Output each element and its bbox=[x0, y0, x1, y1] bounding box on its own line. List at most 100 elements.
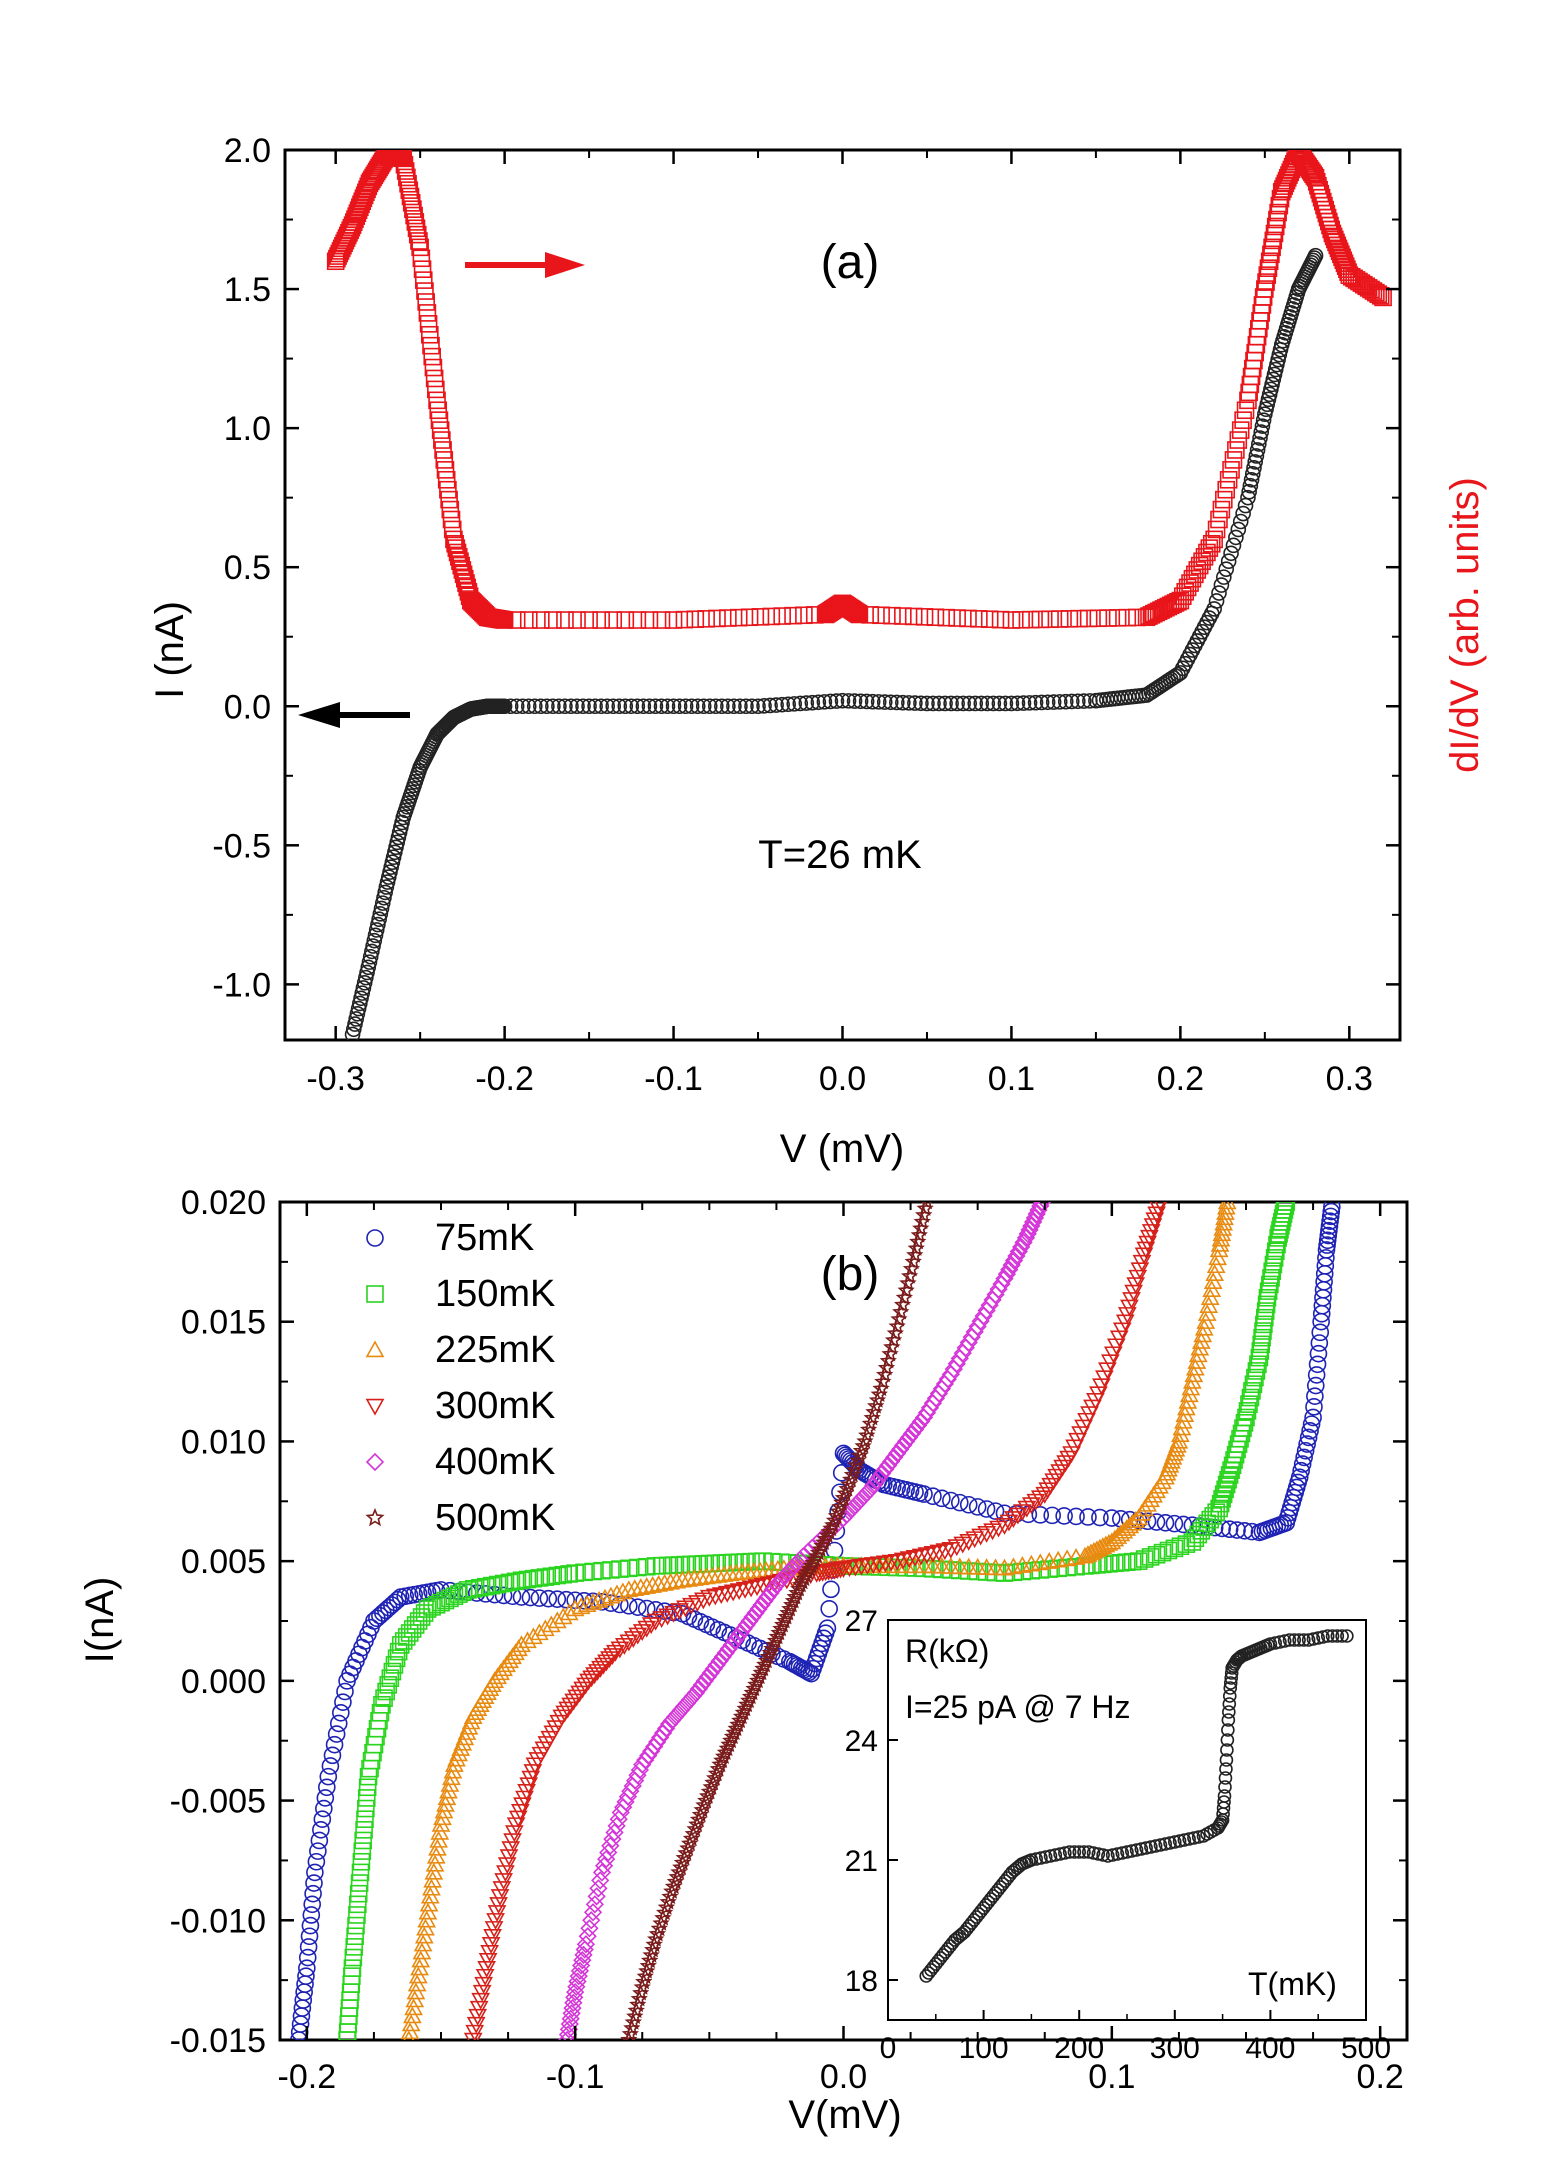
series-point-75mK bbox=[1290, 1468, 1309, 1487]
series-point-75mK bbox=[1320, 1221, 1338, 1240]
series-point-150mK bbox=[1219, 1470, 1237, 1489]
series-point-400mK bbox=[725, 1631, 744, 1651]
didv-point bbox=[417, 293, 435, 311]
series-point-150mK bbox=[1249, 1355, 1267, 1374]
current-point bbox=[991, 695, 1008, 712]
current-point bbox=[1307, 247, 1324, 264]
series-point-150mK bbox=[436, 1591, 455, 1610]
didv-point bbox=[429, 401, 448, 420]
series-point-150mK bbox=[432, 1593, 450, 1612]
series-point-300mK bbox=[610, 1641, 630, 1659]
series-point-150mK bbox=[950, 1561, 969, 1580]
series-point-150mK bbox=[1106, 1554, 1124, 1573]
inset-point bbox=[1072, 1845, 1086, 1859]
current-point bbox=[383, 859, 399, 875]
series-point-75mK bbox=[318, 1778, 336, 1797]
didv-point bbox=[795, 606, 813, 625]
current-point bbox=[557, 698, 573, 715]
series-point-75mK bbox=[933, 1489, 951, 1508]
series-point-225mK bbox=[637, 1577, 657, 1594]
panel-b-label: (b) bbox=[821, 1248, 880, 1301]
didv-point bbox=[616, 611, 635, 629]
series-point-150mK bbox=[658, 1556, 677, 1575]
didv-point bbox=[352, 195, 370, 214]
series-point-150mK bbox=[524, 1569, 543, 1588]
current-point bbox=[1246, 460, 1262, 476]
current-point bbox=[1264, 376, 1280, 393]
y-tick-label: 0.015 bbox=[181, 1304, 266, 1342]
series-point-75mK bbox=[336, 1682, 354, 1701]
current-point bbox=[599, 698, 615, 715]
series-point-150mK bbox=[1217, 1475, 1236, 1494]
inset-point bbox=[1214, 1815, 1229, 1829]
current-point bbox=[671, 698, 688, 715]
y-tick-label: 0.010 bbox=[181, 1423, 266, 1461]
series-point-225mK bbox=[583, 1592, 603, 1610]
series-point-150mK bbox=[343, 1959, 362, 1977]
y-tick-label: 0.000 bbox=[181, 1663, 266, 1701]
legend-marker-75mK bbox=[366, 1229, 384, 1247]
series-point-75mK bbox=[316, 1789, 335, 1807]
series-point-75mK bbox=[557, 1590, 576, 1609]
series-point-75mK bbox=[575, 1591, 593, 1610]
series-point-400mK bbox=[719, 1639, 738, 1659]
series-point-400mK bbox=[740, 1611, 759, 1631]
y-tick-label: 0.005 bbox=[181, 1543, 266, 1581]
series-point-400mK bbox=[876, 1460, 895, 1479]
legend-marker-300mK bbox=[365, 1398, 385, 1416]
current-point bbox=[1003, 695, 1020, 712]
inset-point bbox=[1316, 1630, 1330, 1644]
current-point bbox=[629, 698, 646, 715]
inset-point bbox=[1096, 1848, 1110, 1862]
series-point-75mK bbox=[1302, 1415, 1321, 1433]
didv-point bbox=[412, 249, 431, 268]
current-point bbox=[1220, 553, 1237, 570]
series-point-75mK bbox=[309, 1842, 327, 1860]
x-tick-label: 0.0 bbox=[819, 1060, 866, 1098]
panel-a: -0.3 -0.2 -0.1 0.0 0.1 0.2 0.3 -1.0 -0.5 0.0 0.5 1.… bbox=[148, 132, 1487, 1171]
series-point-75mK bbox=[332, 1703, 350, 1722]
current-point bbox=[840, 693, 857, 709]
inset-point bbox=[1277, 1634, 1292, 1648]
series-point-300mK bbox=[519, 1777, 539, 1795]
current-point bbox=[551, 698, 567, 715]
series-point-225mK bbox=[565, 1599, 585, 1617]
legend-marker-400mK bbox=[365, 1452, 385, 1472]
series-point-75mK bbox=[1293, 1455, 1312, 1473]
didv-point bbox=[1323, 224, 1342, 243]
current-point bbox=[526, 698, 543, 715]
current-point bbox=[997, 695, 1014, 712]
series-point-150mK bbox=[351, 1863, 370, 1882]
didv-point bbox=[427, 380, 445, 399]
series-point-300mK bbox=[1136, 1241, 1156, 1259]
inset-point bbox=[1187, 1831, 1201, 1845]
didv-point bbox=[1231, 421, 1250, 439]
didv-point bbox=[1224, 451, 1243, 469]
didv-point bbox=[1369, 285, 1388, 304]
series-point-300mK bbox=[517, 1784, 536, 1801]
didv-point bbox=[861, 606, 880, 624]
series-point-225mK bbox=[601, 1586, 621, 1604]
inset-point bbox=[1148, 1839, 1163, 1853]
current-point bbox=[380, 869, 397, 885]
series-point-75mK bbox=[301, 1916, 320, 1935]
series-point-75mK bbox=[1055, 1507, 1073, 1525]
series-point-150mK bbox=[459, 1581, 477, 1599]
current-point bbox=[979, 695, 996, 712]
series-point-300mK bbox=[1008, 1507, 1028, 1525]
series-point-300mK bbox=[492, 1881, 512, 1899]
didv-point bbox=[1070, 609, 1088, 628]
series-point-400mK bbox=[873, 1464, 892, 1483]
series-point-150mK bbox=[542, 1567, 561, 1586]
series-point-150mK bbox=[357, 1789, 376, 1807]
series-point-150mK bbox=[354, 1831, 372, 1850]
didv-point bbox=[1269, 203, 1287, 222]
series-point-400mK bbox=[701, 1663, 720, 1683]
inset-point bbox=[1153, 1838, 1168, 1852]
inset-series bbox=[919, 1629, 1354, 1983]
current-point bbox=[720, 698, 736, 715]
didv-point bbox=[353, 192, 372, 211]
y-tick-label: -0.5 bbox=[212, 827, 271, 865]
didv-point bbox=[443, 520, 462, 539]
y-tick-label: 2.0 bbox=[224, 132, 271, 170]
